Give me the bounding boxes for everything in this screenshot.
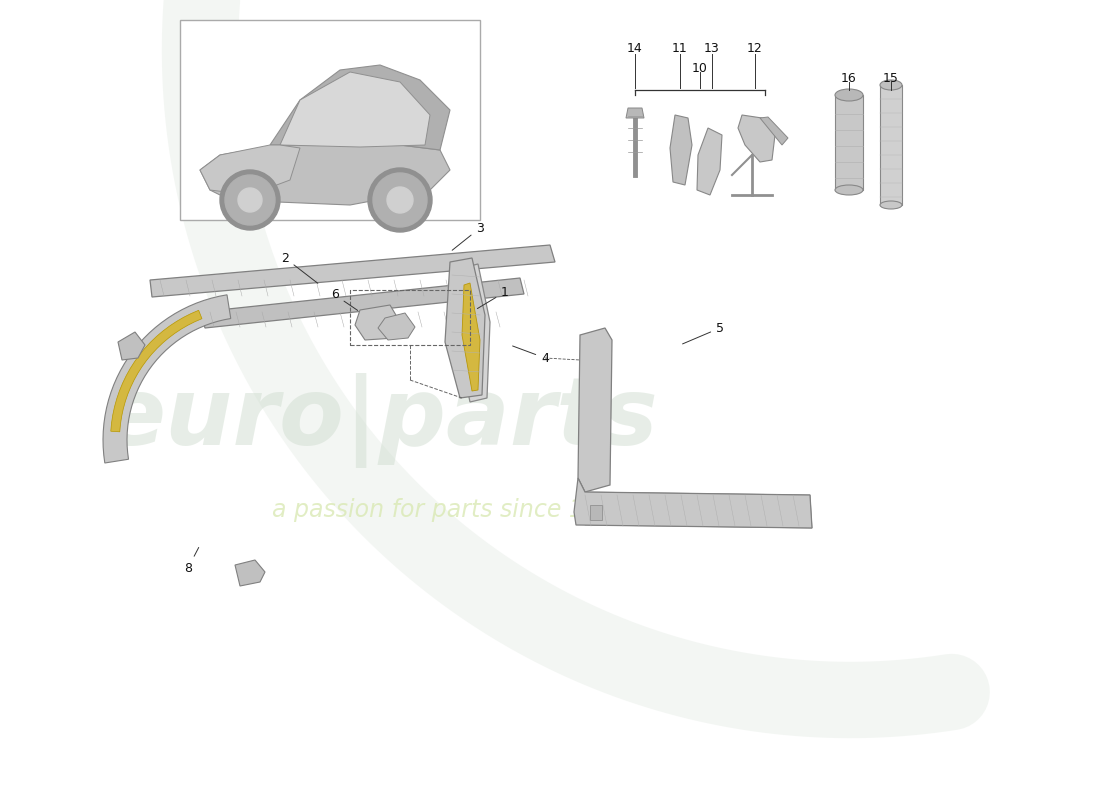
Text: 13: 13 xyxy=(704,42,719,54)
Polygon shape xyxy=(760,117,788,145)
Ellipse shape xyxy=(880,80,902,90)
Text: 4: 4 xyxy=(513,346,549,365)
Polygon shape xyxy=(200,278,524,328)
Text: 1: 1 xyxy=(477,286,509,309)
Polygon shape xyxy=(462,283,480,391)
Polygon shape xyxy=(835,95,864,190)
Polygon shape xyxy=(458,264,490,402)
Circle shape xyxy=(238,188,262,212)
Polygon shape xyxy=(574,478,812,528)
Bar xyxy=(180,20,480,220)
Circle shape xyxy=(387,187,412,213)
Bar xyxy=(350,290,470,345)
Polygon shape xyxy=(585,492,812,528)
Polygon shape xyxy=(200,145,450,205)
Ellipse shape xyxy=(880,201,902,209)
Polygon shape xyxy=(270,65,450,150)
Polygon shape xyxy=(150,245,556,297)
Polygon shape xyxy=(118,332,145,360)
Polygon shape xyxy=(200,145,300,195)
Text: 6: 6 xyxy=(331,289,358,310)
Circle shape xyxy=(368,168,432,232)
Circle shape xyxy=(220,170,280,230)
Polygon shape xyxy=(880,85,902,205)
Polygon shape xyxy=(355,305,400,340)
Circle shape xyxy=(373,173,427,227)
Text: 15: 15 xyxy=(883,71,899,85)
Text: 10: 10 xyxy=(692,62,708,74)
Text: 14: 14 xyxy=(627,42,642,54)
Polygon shape xyxy=(578,328,612,492)
Polygon shape xyxy=(670,115,692,185)
Circle shape xyxy=(226,175,275,225)
Polygon shape xyxy=(738,115,775,162)
Text: euro|parts: euro|parts xyxy=(101,373,659,467)
Polygon shape xyxy=(111,310,202,432)
Ellipse shape xyxy=(835,89,864,101)
Text: 5: 5 xyxy=(683,322,724,344)
Text: 8: 8 xyxy=(184,547,199,574)
Text: 12: 12 xyxy=(747,42,763,54)
Polygon shape xyxy=(446,258,485,398)
Text: 2: 2 xyxy=(282,251,318,283)
Polygon shape xyxy=(103,295,231,463)
Polygon shape xyxy=(280,72,430,147)
Polygon shape xyxy=(626,108,644,118)
Polygon shape xyxy=(697,128,722,195)
Text: a passion for parts since 1985: a passion for parts since 1985 xyxy=(272,498,628,522)
Ellipse shape xyxy=(835,185,864,195)
Polygon shape xyxy=(235,560,265,586)
Polygon shape xyxy=(378,313,415,340)
Text: 16: 16 xyxy=(842,71,857,85)
Text: 3: 3 xyxy=(452,222,484,250)
Bar xyxy=(590,505,602,520)
Text: 11: 11 xyxy=(672,42,688,54)
